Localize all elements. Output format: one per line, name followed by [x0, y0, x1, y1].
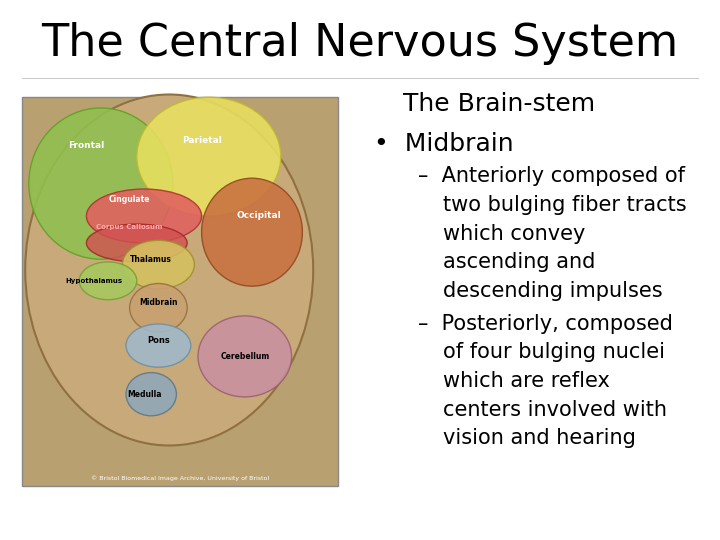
Text: The Brain-stem: The Brain-stem	[403, 92, 595, 116]
Ellipse shape	[126, 373, 176, 416]
Text: –  Posteriorly, composed: – Posteriorly, composed	[418, 314, 672, 334]
Ellipse shape	[86, 224, 187, 262]
Text: of four bulging nuclei: of four bulging nuclei	[443, 342, 665, 362]
Ellipse shape	[122, 240, 194, 289]
Text: Midbrain: Midbrain	[139, 298, 178, 307]
Text: •  Midbrain: • Midbrain	[374, 132, 514, 156]
Text: Cerebellum: Cerebellum	[220, 352, 269, 361]
Text: Occipital: Occipital	[237, 212, 282, 220]
FancyBboxPatch shape	[22, 97, 338, 486]
Text: Corpus Callosum: Corpus Callosum	[96, 224, 163, 230]
Ellipse shape	[130, 284, 187, 332]
Text: The Central Nervous System: The Central Nervous System	[42, 22, 678, 65]
Text: which are reflex: which are reflex	[443, 371, 610, 391]
Ellipse shape	[126, 324, 191, 367]
Text: Medulla: Medulla	[127, 390, 161, 399]
Text: Cingulate: Cingulate	[109, 195, 150, 204]
Text: centers involved with: centers involved with	[443, 400, 667, 420]
Ellipse shape	[202, 178, 302, 286]
Text: –  Anteriorly composed of: – Anteriorly composed of	[418, 166, 685, 186]
Text: Frontal: Frontal	[68, 141, 104, 150]
Text: two bulging fiber tracts: two bulging fiber tracts	[443, 195, 686, 215]
Text: © Bristol Biomedical Image Archive, University of Bristol: © Bristol Biomedical Image Archive, Univ…	[91, 475, 269, 481]
Ellipse shape	[29, 108, 173, 259]
Ellipse shape	[137, 97, 281, 216]
Text: which convey: which convey	[443, 224, 585, 244]
Ellipse shape	[25, 94, 313, 445]
Text: ascending and: ascending and	[443, 252, 595, 272]
Text: Thalamus: Thalamus	[130, 255, 172, 264]
Ellipse shape	[86, 189, 202, 243]
Ellipse shape	[198, 316, 292, 397]
Text: vision and hearing: vision and hearing	[443, 428, 636, 448]
Text: Parietal: Parietal	[181, 136, 222, 145]
Text: Hypothalamus: Hypothalamus	[65, 278, 122, 284]
Text: descending impulses: descending impulses	[443, 281, 662, 301]
Ellipse shape	[79, 262, 137, 300]
Text: Pons: Pons	[147, 336, 170, 345]
